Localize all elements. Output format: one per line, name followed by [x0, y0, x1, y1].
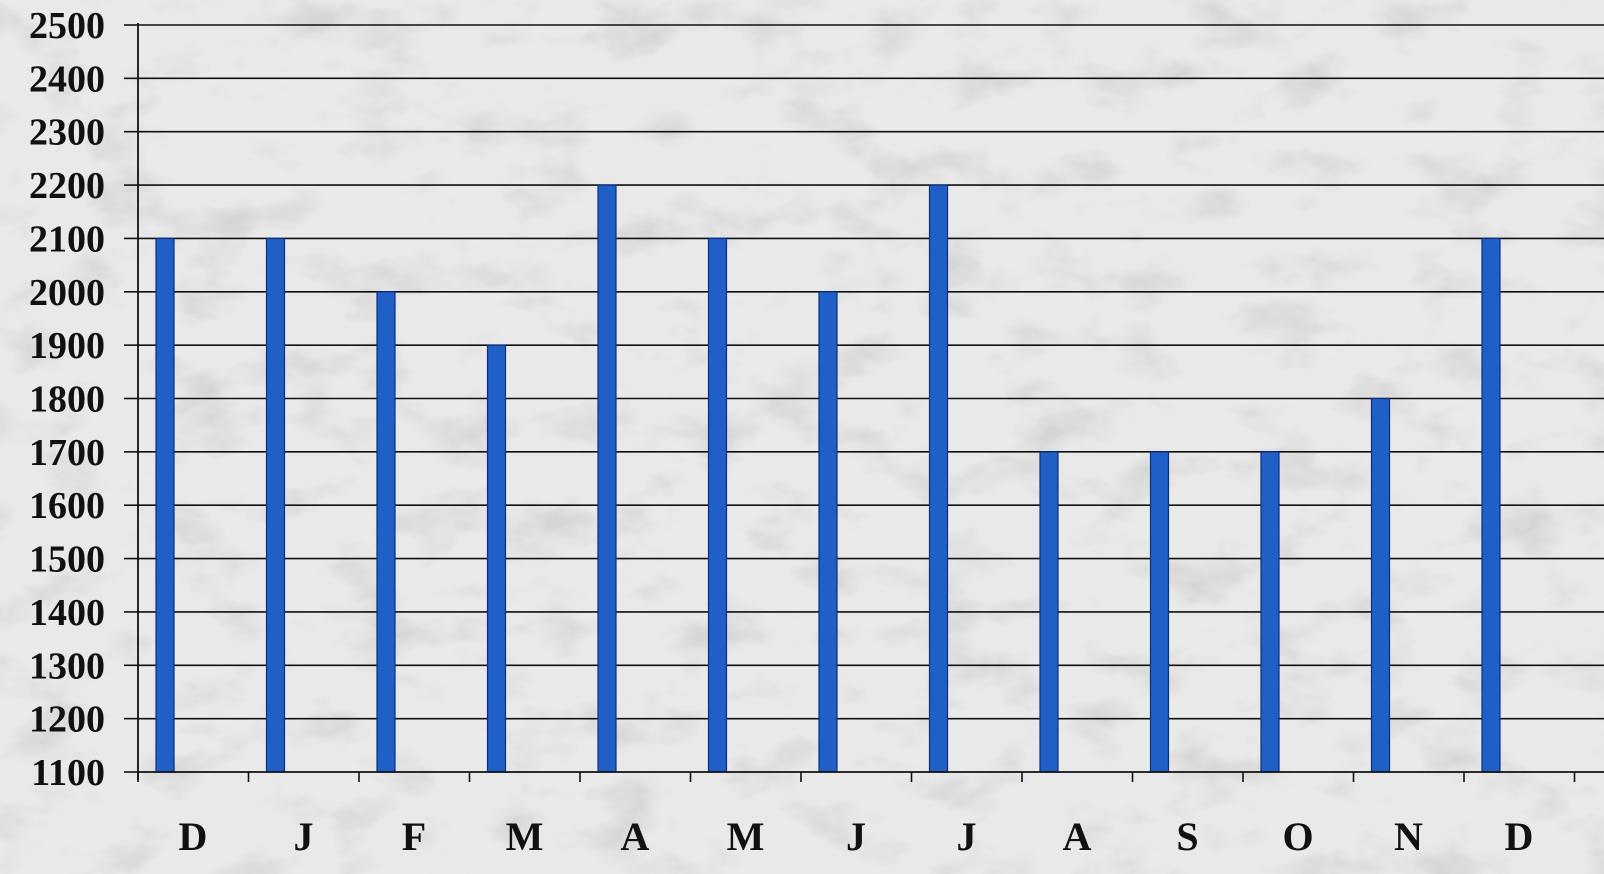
x-tick-label: A — [1063, 814, 1092, 859]
y-tick-label: 1900 — [29, 325, 105, 367]
bar-1 — [265, 237, 286, 773]
y-tick-label: 2100 — [29, 218, 105, 260]
x-tick-label: D — [1505, 814, 1534, 859]
y-tick-label: 2300 — [29, 112, 105, 154]
axes — [124, 23, 1604, 782]
x-tick-label: J — [846, 814, 866, 859]
x-tick-label: A — [621, 814, 650, 859]
bar-7 — [928, 184, 949, 773]
bar-4 — [597, 184, 617, 773]
bar-6 — [818, 291, 838, 773]
x-tick-label: J — [294, 814, 314, 859]
bar-11 — [1370, 397, 1391, 773]
y-tick-label: 1100 — [31, 752, 105, 794]
bar-3 — [486, 344, 507, 773]
x-tick-label: F — [402, 814, 426, 859]
y-tick-label: 1500 — [29, 539, 105, 581]
y-tick-label: 1700 — [29, 432, 105, 474]
bar-9 — [1149, 451, 1170, 773]
y-tick-label: 2000 — [29, 272, 105, 314]
x-tick-label: J — [957, 814, 977, 859]
bar-5 — [707, 237, 728, 773]
y-tick-label: 2200 — [29, 165, 105, 207]
x-tick-label: N — [1394, 814, 1423, 859]
bar-8 — [1039, 451, 1059, 773]
bar-10 — [1260, 451, 1280, 773]
x-tick-label: M — [727, 814, 765, 859]
bar-2 — [376, 291, 396, 773]
bar-0 — [155, 237, 175, 773]
y-tick-label: 1800 — [29, 379, 105, 421]
y-tick-label: 1400 — [29, 592, 105, 634]
y-tick-label: 1200 — [29, 699, 105, 741]
x-tick-label: O — [1282, 814, 1313, 859]
bar-12 — [1481, 237, 1501, 773]
y-tick-label: 1300 — [29, 645, 105, 687]
y-tick-label: 2500 — [29, 5, 105, 47]
x-tick-label: S — [1176, 814, 1198, 859]
x-tick-label: M — [506, 814, 544, 859]
x-tick-label: D — [179, 814, 208, 859]
y-tick-label: 1600 — [29, 485, 105, 527]
y-tick-label: 2400 — [29, 58, 105, 100]
y-tick-labels: 1100 1200 1300 1400 1500 1600 1700 1800 1900 2000… — [29, 5, 105, 794]
